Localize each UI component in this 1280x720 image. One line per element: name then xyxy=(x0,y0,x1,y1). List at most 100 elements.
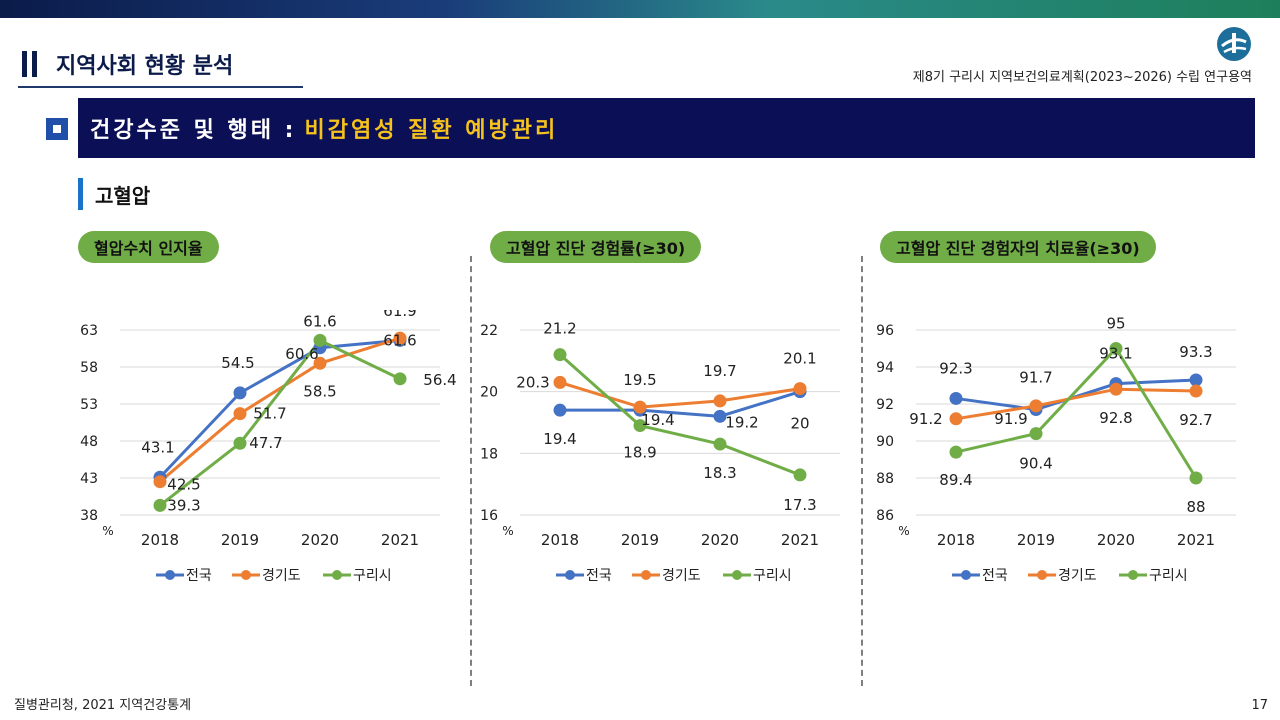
data-label: 92.8 xyxy=(1099,409,1132,427)
y-unit-label: % xyxy=(102,524,113,538)
data-label: 89.4 xyxy=(939,471,972,489)
x-tick-label: 2019 xyxy=(1017,531,1055,549)
y-tick-label: 86 xyxy=(876,508,894,524)
data-label: 93.3 xyxy=(1179,343,1212,361)
data-point xyxy=(949,445,963,459)
data-label: 92.3 xyxy=(939,359,972,377)
data-point xyxy=(233,407,247,421)
y-unit-label: % xyxy=(502,524,513,538)
data-point xyxy=(633,419,647,433)
x-tick-label: 2018 xyxy=(541,531,579,549)
y-tick-label: 63 xyxy=(80,323,98,339)
data-label: 61.6 xyxy=(303,312,336,330)
legend-item: 경기도 xyxy=(632,568,701,584)
x-tick-label: 2018 xyxy=(937,531,975,549)
legend-label: 경기도 xyxy=(662,568,701,584)
y-tick-label: 18 xyxy=(480,446,498,462)
data-label: 17.3 xyxy=(783,496,816,514)
data-point xyxy=(393,331,407,345)
data-label: 43.1 xyxy=(141,438,174,456)
chart-3-title-pill: 고혈압 진단 경험자의 치료율(≥30) xyxy=(880,231,1156,263)
data-point xyxy=(1189,471,1203,485)
section-title: 지역사회 현황 분석 xyxy=(18,42,303,88)
series-line-0 xyxy=(158,338,401,479)
x-tick-label: 2018 xyxy=(141,531,179,549)
data-label: 21.2 xyxy=(543,320,576,338)
legend-item: 구리시 xyxy=(1119,568,1188,584)
x-tick-label: 2019 xyxy=(221,531,259,549)
y-tick-label: 96 xyxy=(876,323,894,339)
subtitle-text: 고혈압 xyxy=(95,183,151,208)
x-tick-label: 2021 xyxy=(781,531,819,549)
y-tick-label: 22 xyxy=(480,323,498,339)
banner-prefix: 건강수준 및 행태 : xyxy=(90,118,297,143)
data-point xyxy=(713,437,727,451)
topic-banner: 건강수준 및 행태 : 비감염성 질환 예방관리 xyxy=(78,98,1255,158)
legend-label: 전국 xyxy=(982,568,1008,584)
data-label: 20 xyxy=(790,415,809,433)
banner-highlight: 비감염성 질환 예방관리 xyxy=(304,118,559,143)
divider-2 xyxy=(861,256,863,686)
y-tick-label: 48 xyxy=(80,434,98,450)
data-point xyxy=(1109,342,1123,355)
series-line-2 xyxy=(159,338,401,507)
y-tick-label: 92 xyxy=(876,397,894,413)
legend-item: 전국 xyxy=(156,568,212,584)
legend-item: 전국 xyxy=(556,568,612,584)
data-label: 19.5 xyxy=(623,371,656,389)
legend-label: 전국 xyxy=(586,568,612,584)
y-tick-label: 16 xyxy=(480,508,498,524)
legend-marker xyxy=(961,570,971,580)
chart-bp-awareness: 63 58 53 48 43 38% 2018 2019 2020 2021 43.1 54.5 60.… xyxy=(80,310,457,584)
page-number: 17 xyxy=(1251,698,1268,713)
top-gradient-band xyxy=(0,0,1280,18)
data-point xyxy=(1029,399,1043,413)
data-point xyxy=(553,375,567,389)
data-label: 47.7 xyxy=(249,434,282,452)
legend-item: 전국 xyxy=(952,568,1008,584)
series-line-0 xyxy=(955,378,1197,412)
series-line-2 xyxy=(559,353,801,477)
data-point xyxy=(1189,373,1203,387)
data-point xyxy=(153,475,167,489)
data-point xyxy=(793,382,807,396)
data-point xyxy=(393,372,407,386)
legend-label: 구리시 xyxy=(353,568,392,584)
data-point xyxy=(1189,384,1203,398)
legend-marker xyxy=(332,570,342,580)
data-label: 88 xyxy=(1186,498,1205,516)
y-tick-label: 94 xyxy=(876,360,894,376)
data-label: 18.3 xyxy=(703,464,736,482)
divider-1 xyxy=(470,256,472,686)
legend-item: 구리시 xyxy=(723,568,792,584)
data-label: 42.5 xyxy=(167,476,200,494)
data-label: 18.9 xyxy=(623,444,656,462)
data-label: 92.7 xyxy=(1179,411,1212,429)
legend-label: 구리시 xyxy=(753,568,792,584)
data-label: 91.9 xyxy=(994,410,1027,428)
data-label: 20.1 xyxy=(783,350,816,368)
data-label: 61.6 xyxy=(383,331,416,349)
data-point xyxy=(713,409,727,423)
data-point xyxy=(793,468,807,482)
data-label: 58.5 xyxy=(303,382,336,400)
report-caption: 제8기 구리시 지역보건의료계획(2023~2026) 수립 연구용역 xyxy=(912,70,1252,85)
chart-hypertension-treatment: 96 94 92 90 88 86% 2018 2019 2020 2021 92.3 91.7 93.… xyxy=(876,315,1236,584)
y-tick-label: 88 xyxy=(876,471,894,487)
series-line-0 xyxy=(560,390,801,418)
legend-item: 구리시 xyxy=(323,568,392,584)
legend-label: 경기도 xyxy=(262,568,301,584)
data-label: 20.3 xyxy=(516,373,549,391)
x-tick-label: 2020 xyxy=(701,531,739,549)
legend-marker xyxy=(1037,570,1047,580)
data-label: 51.7 xyxy=(253,405,286,423)
legend-marker xyxy=(1128,570,1138,580)
data-label: 19.4 xyxy=(641,411,674,429)
y-tick-label: 90 xyxy=(876,434,894,450)
data-label: 39.3 xyxy=(167,496,200,514)
legend-label: 전국 xyxy=(186,568,212,584)
source-note: 질병관리청, 2021 지역건강통계 xyxy=(14,698,192,713)
chart-2-title-pill: 고혈압 진단 경험률(≥30) xyxy=(490,231,702,263)
data-point xyxy=(633,400,647,414)
